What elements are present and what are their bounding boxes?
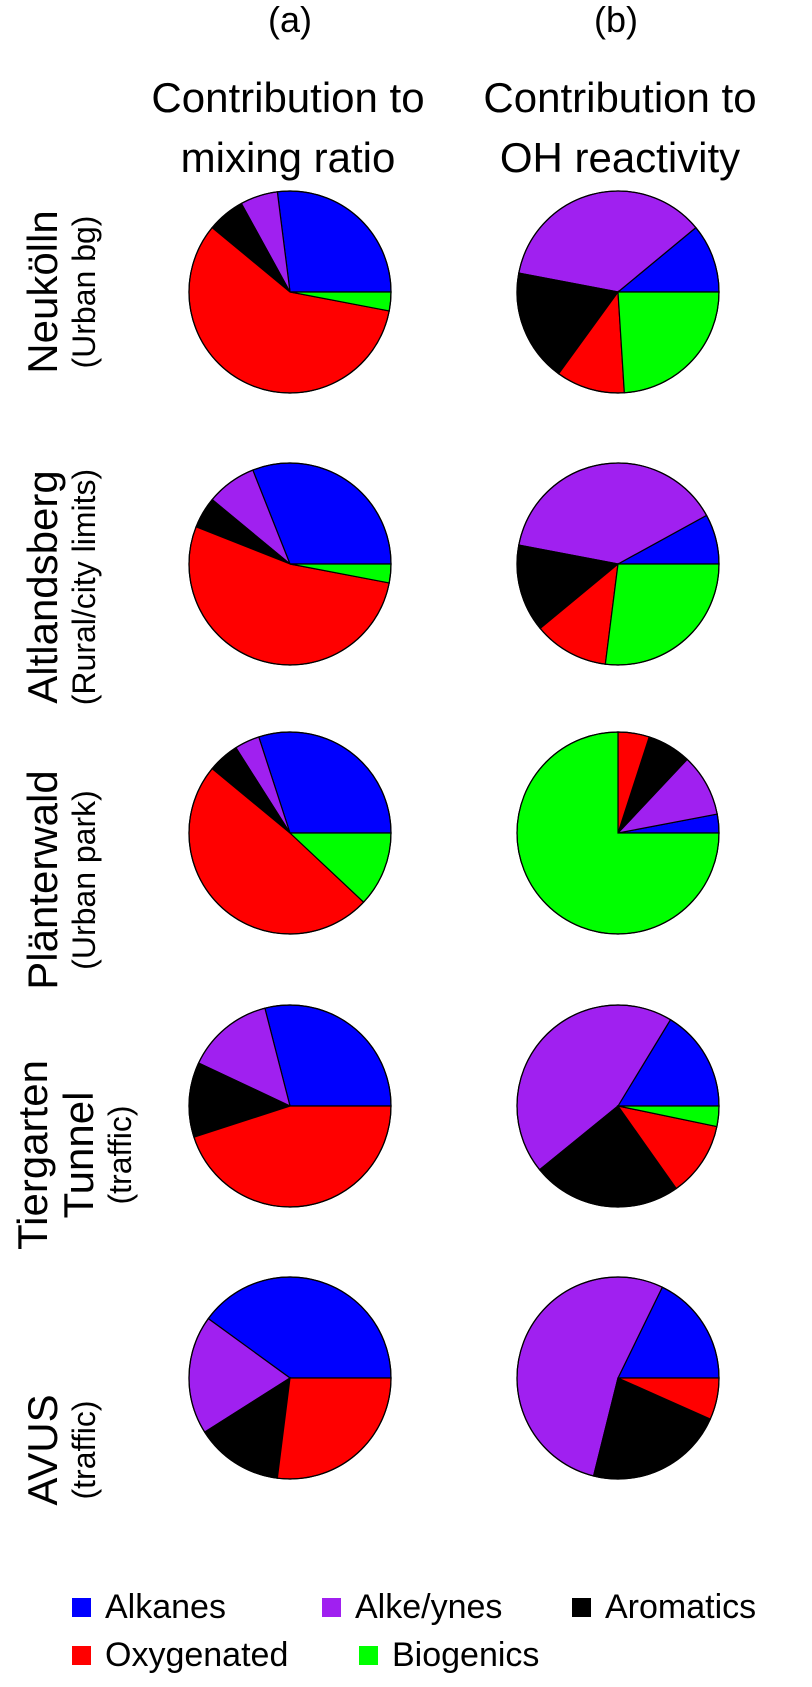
legend-item-oxygenated: Oxygenated [72,1635,289,1675]
pie-outline-mixing-ratio-3 [188,1004,392,1208]
legend-item-alkanes: Alkanes [72,1587,226,1627]
pie-outline-mixing-ratio-2 [188,731,392,935]
pie-outline-mixing-ratio-4 [188,1276,392,1480]
panel-title-b-line2: OH reactivity [499,134,741,181]
legend-item-alkeynes: Alke/ynes [322,1587,503,1627]
pie-outline-mixing-ratio-0 [188,190,392,394]
legend-swatch [72,1598,91,1617]
pie-outline-oh-reactivity-0 [516,190,720,394]
legend-swatch [572,1598,591,1617]
pie-outline-mixing-ratio-1 [188,462,392,666]
pie-outline-oh-reactivity-1 [516,462,720,666]
panel-title-b: Contribution to OH reactivity [460,68,780,188]
pie-outline-oh-reactivity-4 [516,1276,720,1480]
legend-item-aromatics: Aromatics [572,1587,757,1627]
panel-label-a: (a) [268,0,312,40]
legend-label: Alkanes [105,1588,226,1626]
legend-label: Aromatics [605,1588,757,1626]
pie-charts [188,190,720,1480]
legend-label: Oxygenated [105,1636,289,1674]
legend-swatch [359,1646,378,1665]
legend-item-biogenics: Biogenics [359,1635,540,1675]
panel-title-a: Contribution to mixing ratio [128,68,448,188]
pie-slice-oh-reactivity-1-biogenics [604,563,720,666]
pie-slice-mixing-ratio-4-oxygenated [276,1377,392,1480]
legend-swatch [322,1598,341,1617]
panel-title-a-line1: Contribution to [151,74,425,121]
panel-label-b: (b) [594,0,638,40]
pie-slice-mixing-ratio-0-alkanes [276,190,392,293]
legend: Alkanes Alke/ynes Aromatics Oxygenated B… [0,1585,812,1685]
pie-outline-oh-reactivity-3 [516,1004,720,1208]
pie-slice-oh-reactivity-0-biogenics [617,291,720,394]
panel-title-a-line2: mixing ratio [180,134,396,181]
legend-swatch [72,1646,91,1665]
legend-label: Biogenics [392,1636,540,1674]
pie-outline-oh-reactivity-2 [516,731,720,935]
legend-label: Alke/ynes [355,1588,503,1626]
panel-title-b-line1: Contribution to [483,74,757,121]
